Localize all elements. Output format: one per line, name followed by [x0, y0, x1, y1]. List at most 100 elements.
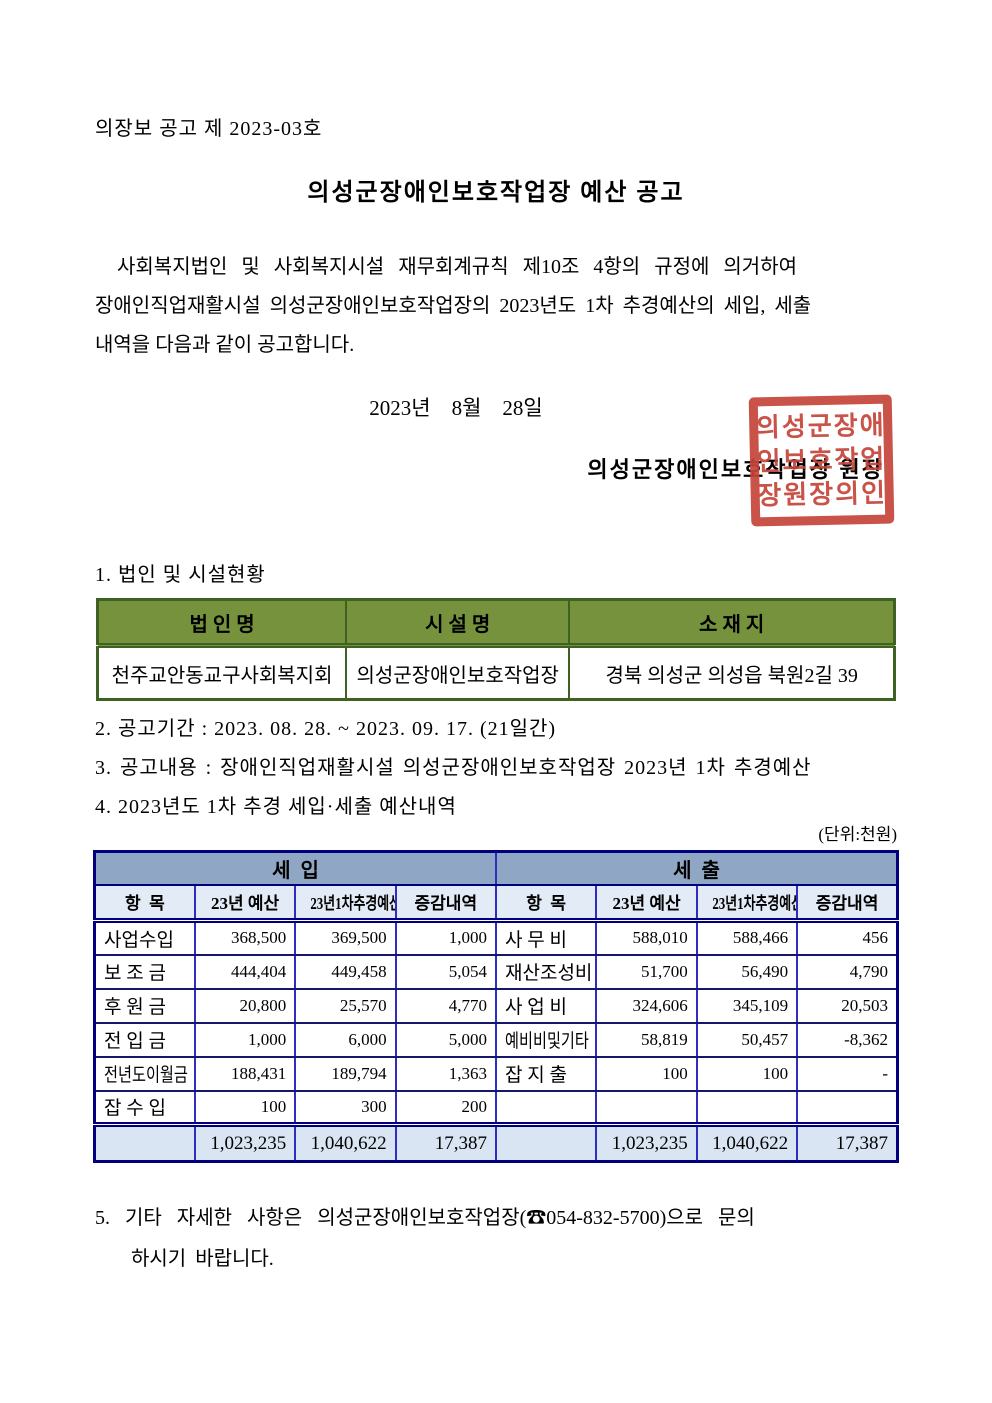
intro-line-2: 장애인직업재활시설 의성군장애인보호작업장의 2023년도 1차 추경예산의 세…	[95, 295, 812, 317]
item-cell: 전 입 금	[93, 1021, 196, 1058]
budget-subheader-row: 항 목 23년 예산 23년1차추경예산 증감내역 항 목 23년 예산 23년…	[93, 883, 899, 923]
amount-cell: -8,362	[796, 1021, 899, 1058]
col-header: 23년 예산	[193, 883, 297, 923]
amount-cell: 369,500	[294, 919, 397, 956]
section5: 5. 기타 자세한 사항은 의성군장애인보호작업장(☎054-832-5700)…	[95, 1198, 907, 1280]
amount-cell: 100	[595, 1055, 698, 1092]
amount-cell: 588,466	[695, 919, 799, 956]
amount-cell: 6,000	[294, 1021, 397, 1058]
amount-cell: 1,363	[394, 1055, 498, 1092]
amount-cell: 50,457	[695, 1021, 799, 1058]
table-header-row: 법 인 명 시 설 명 소 재 지	[96, 598, 896, 648]
corp-name-cell: 천주교안동교구사회복지회	[96, 644, 348, 701]
col-header: 항 목	[93, 883, 196, 923]
table-row: 보 조 금 444,404 449,458 5,054 재산조성비 51,700…	[93, 953, 899, 990]
amount-cell: 5,000	[394, 1021, 498, 1058]
col-header: 23년1차추경예산	[695, 883, 799, 923]
item-cell: 사업수입	[93, 919, 196, 956]
amount-cell: 51,700	[595, 953, 698, 990]
amount-cell: 588,010	[595, 919, 698, 956]
intro-paragraph: 사회복지법인 및 사회복지시설 재무회계규칙 제10조 4항의 규정에 의거하여…	[95, 248, 903, 365]
table-row: 후 원 금 20,800 25,570 4,770 사 업 비 324,606 …	[93, 987, 899, 1024]
item-cell	[494, 1089, 598, 1126]
amount-cell: 200	[394, 1089, 498, 1126]
item-cell: 사 업 비	[494, 987, 598, 1024]
location-header: 소 재 지	[568, 598, 896, 648]
amount-cell: 345,109	[695, 987, 799, 1024]
total-amount-cell: 1,040,622	[294, 1122, 397, 1163]
table-row: 천주교안동교구사회복지회 의성군장애인보호작업장 경북 의성군 의성읍 북원2길…	[96, 644, 896, 701]
amount-cell: 25,570	[294, 987, 397, 1024]
table-row: 잡 수 입 100 300 200	[93, 1089, 899, 1126]
total-label-cell	[93, 1122, 196, 1163]
item-cell: 후 원 금	[93, 987, 196, 1024]
col-header: 항 목	[494, 883, 598, 923]
amount-cell: 4,770	[394, 987, 498, 1024]
col-header: 증감내역	[796, 883, 899, 923]
amount-cell: 188,431	[193, 1055, 297, 1092]
amount-cell: 20,503	[796, 987, 899, 1024]
section1-heading: 1. 법인 및 시설현황	[95, 564, 266, 586]
col-header: 증감내역	[394, 883, 498, 923]
amount-cell: 456	[796, 919, 899, 956]
facility-name-header: 시 설 명	[345, 598, 571, 648]
col-header: 23년 예산	[595, 883, 698, 923]
stamp-line: 장원장의인	[757, 478, 888, 510]
revenue-group-header: 세 입	[93, 850, 497, 886]
amount-cell: 20,800	[193, 987, 297, 1024]
item-cell: 잡 수 입	[93, 1089, 196, 1126]
amount-cell	[796, 1089, 899, 1126]
amount-cell: 444,404	[193, 953, 297, 990]
location-cell: 경북 의성군 의성읍 북원2길 39	[568, 644, 896, 701]
budget-group-header-row: 세 입 세 출	[93, 850, 899, 886]
intro-line-1: 사회복지법인 및 사회복지시설 재무회계규칙 제10조 4항의 규정에 의거하여	[117, 256, 797, 278]
amount-cell: 189,794	[294, 1055, 397, 1092]
signer-title: 의성군장애인보호작업장 원장	[587, 457, 884, 482]
item-cell: 보 조 금	[93, 953, 196, 990]
amount-cell: -	[796, 1055, 899, 1092]
amount-cell: 56,490	[695, 953, 799, 990]
amount-cell	[595, 1089, 698, 1126]
facility-info-table: 법 인 명 시 설 명 소 재 지 천주교안동교구사회복지회 의성군장애인보호작…	[96, 598, 896, 701]
item-cell: 예비비및기타	[494, 1021, 598, 1058]
amount-cell: 100	[193, 1089, 297, 1126]
item-cell: 전년도이월금	[93, 1055, 196, 1092]
amount-cell	[695, 1089, 799, 1126]
total-amount-cell: 1,023,235	[193, 1122, 297, 1163]
item-cell: 사 무 비	[494, 919, 598, 956]
total-amount-cell: 1,040,622	[695, 1122, 799, 1163]
section2-heading: 2. 공고기간 : 2023. 08. 28. ~ 2023. 09. 17. …	[95, 718, 557, 740]
amount-cell: 324,606	[595, 987, 698, 1024]
section5-line-1: 5. 기타 자세한 사항은 의성군장애인보호작업장(☎054-832-5700)…	[95, 1207, 755, 1229]
col-header: 23년1차추경예산	[294, 883, 397, 923]
amount-cell: 58,819	[595, 1021, 698, 1058]
announcement-date: 2023년 8월 28일	[369, 396, 543, 420]
section5-line-2: 하시기 바랍니다.	[131, 1248, 274, 1270]
amount-cell: 100	[695, 1055, 799, 1092]
total-amount-cell: 17,387	[796, 1122, 899, 1163]
amount-cell: 1,000	[394, 919, 498, 956]
facility-name-cell: 의성군장애인보호작업장	[345, 644, 571, 701]
item-cell: 재산조성비	[494, 953, 598, 990]
total-amount-cell: 17,387	[394, 1122, 498, 1163]
page-title: 의성군장애인보호작업장 예산 공고	[307, 180, 685, 206]
section3-heading: 3. 공고내용 : 장애인직업재활시설 의성군장애인보호작업장 2023년 1차…	[95, 757, 812, 779]
stamp-line: 인보호작업	[756, 444, 887, 476]
total-label-cell	[494, 1122, 598, 1163]
doc-number: 의장보 공고 제 2023-03호	[95, 118, 323, 140]
total-amount-cell: 1,023,235	[595, 1122, 698, 1163]
amount-cell: 368,500	[193, 919, 297, 956]
amount-cell: 1,000	[193, 1021, 297, 1058]
section4-heading: 4. 2023년도 1차 추경 세입·세출 예산내역	[95, 796, 457, 818]
amount-cell: 449,458	[294, 953, 397, 990]
expenditure-group-header: 세 출	[495, 850, 899, 886]
item-cell: 잡 지 출	[494, 1055, 598, 1092]
amount-cell: 5,054	[394, 953, 498, 990]
table-row: 사업수입 368,500 369,500 1,000 사 무 비 588,010…	[93, 919, 899, 956]
table-row: 전년도이월금 188,431 189,794 1,363 잡 지 출 100 1…	[93, 1055, 899, 1092]
amount-cell: 4,790	[796, 953, 899, 990]
intro-line-3: 내역을 다음과 같이 공고합니다.	[95, 334, 355, 356]
unit-note: (단위:천원)	[818, 825, 897, 844]
table-row: 전 입 금 1,000 6,000 5,000 예비비및기타 58,819 50…	[93, 1021, 899, 1058]
